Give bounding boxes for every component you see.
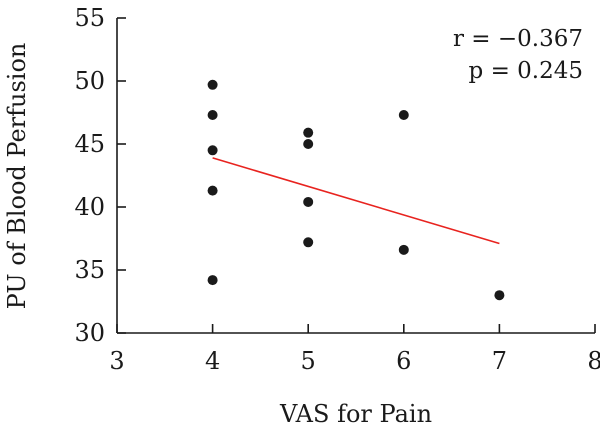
points-group: [207, 79, 505, 301]
data-point-3: [207, 145, 218, 156]
y-axis-title: PU of Blood Perfusion: [3, 43, 31, 310]
x-tick-label-5: 5: [301, 347, 316, 375]
data-point-5: [207, 275, 218, 286]
x-tick-label-4: 4: [205, 347, 220, 375]
x-tick-label-7: 7: [492, 347, 507, 375]
data-point-4: [207, 185, 218, 196]
data-point-6: [303, 127, 314, 138]
correlation-r-label: r = −0.367: [453, 26, 583, 52]
y-tick-label-40: 40: [74, 193, 105, 221]
x-tick-label-6: 6: [396, 347, 411, 375]
fit-line-group: [212, 157, 500, 245]
x-axis: 3 4 5 6 7 8: [109, 324, 600, 375]
y-tick-label-35: 35: [74, 256, 105, 284]
correlation-p-label: p = 0.245: [469, 58, 583, 84]
data-point-8: [303, 196, 314, 207]
x-axis-title: VAS for Pain: [279, 400, 432, 428]
y-tick-label-50: 50: [74, 67, 105, 95]
data-point-11: [398, 244, 409, 255]
data-point-2: [207, 110, 218, 121]
y-tick-label-45: 45: [74, 130, 105, 158]
y-axis: 30 35 40 45 50 55: [74, 4, 126, 347]
x-tick-label-8: 8: [587, 347, 600, 375]
data-point-10: [398, 110, 409, 121]
data-point-12: [494, 290, 505, 301]
y-tick-label-55: 55: [74, 4, 105, 32]
y-tick-label-30: 30: [74, 319, 105, 347]
regression-line: [212, 157, 500, 245]
data-point-9: [303, 237, 314, 248]
x-tick-label-3: 3: [109, 347, 124, 375]
data-point-7: [303, 139, 314, 149]
data-point-1: [207, 79, 218, 90]
